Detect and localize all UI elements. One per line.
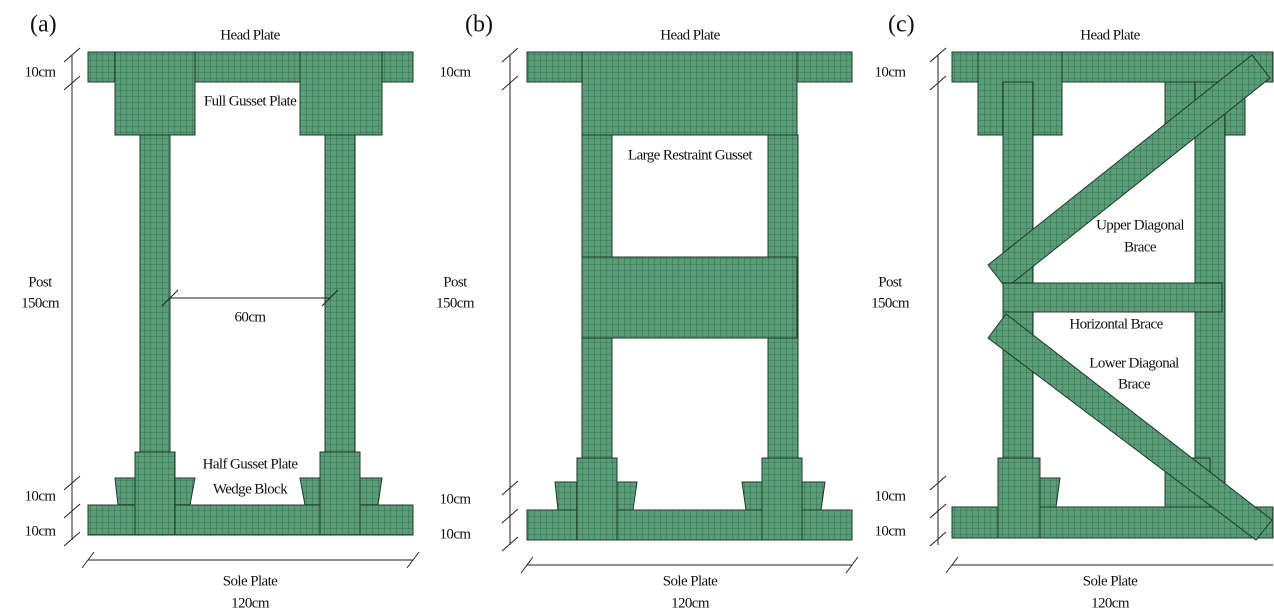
half-gusset (762, 458, 802, 540)
panel-label: (a) (30, 12, 57, 38)
figure: (a) Head Plate 10cm Full Gusset Plate Po… (0, 0, 1274, 615)
label: 10cm (875, 488, 907, 504)
label: Wedge Block (213, 481, 288, 497)
label: 10cm (440, 491, 472, 507)
label: Upper Diagonal (1096, 217, 1184, 233)
panel-label: (c) (888, 12, 915, 38)
panel-b: (b) Head Plate 10cm Large Restraint Guss… (436, 12, 858, 612)
label: 10cm (25, 488, 57, 504)
wedge (742, 482, 762, 510)
wedge (360, 478, 382, 505)
post (140, 135, 170, 455)
horizontal-brace (1003, 283, 1222, 312)
gusset (582, 52, 797, 135)
label: Large Restraint Gusset (628, 147, 753, 163)
label: Half Gusset Plate (203, 456, 299, 472)
label: Post (443, 274, 468, 290)
label: 150cm (436, 295, 475, 311)
gusset (115, 52, 195, 135)
label: Sole Plate (663, 573, 718, 589)
wedge (300, 478, 320, 505)
panel-c: (c) Head Plate 10cm Post 150cm Upper Dia… (871, 12, 1273, 612)
label: 120cm (231, 595, 270, 611)
label: 10cm (440, 64, 472, 80)
gusset (300, 52, 382, 135)
label: Brace (1124, 239, 1157, 255)
wedge (617, 482, 637, 510)
label: Head Plate (220, 27, 280, 43)
post (325, 135, 355, 455)
label: Lower Diagonal (1089, 355, 1179, 371)
label: 10cm (25, 523, 57, 539)
label: Post (28, 274, 53, 290)
label: Head Plate (660, 27, 720, 43)
half-gusset (135, 452, 175, 535)
half-gusset (577, 458, 617, 540)
wedge (555, 482, 577, 510)
label: Brace (1118, 376, 1151, 392)
label: Post (878, 274, 903, 290)
label: 150cm (21, 295, 60, 311)
label: Sole Plate (1083, 573, 1138, 589)
half-gusset (320, 452, 360, 535)
label: 10cm (440, 526, 472, 542)
label: 120cm (671, 595, 710, 611)
label: 10cm (25, 64, 57, 80)
half-gusset (998, 458, 1040, 538)
panel-a: (a) Head Plate 10cm Full Gusset Plate Po… (21, 12, 419, 612)
label: Horizontal Brace (1069, 316, 1163, 332)
wedge (802, 482, 825, 510)
label: Head Plate (1080, 27, 1140, 43)
label: 10cm (875, 523, 907, 539)
wedge (175, 478, 195, 505)
wedge (115, 478, 135, 505)
label: 10cm (875, 64, 907, 80)
label: 150cm (871, 295, 910, 311)
panel-label: (b) (465, 12, 493, 38)
label: 120cm (1091, 595, 1130, 611)
label: Sole Plate (223, 573, 278, 589)
label: 60cm (235, 309, 267, 325)
sole-plate (527, 510, 852, 540)
restraint-block (582, 257, 797, 338)
label: Full Gusset Plate (204, 93, 297, 109)
